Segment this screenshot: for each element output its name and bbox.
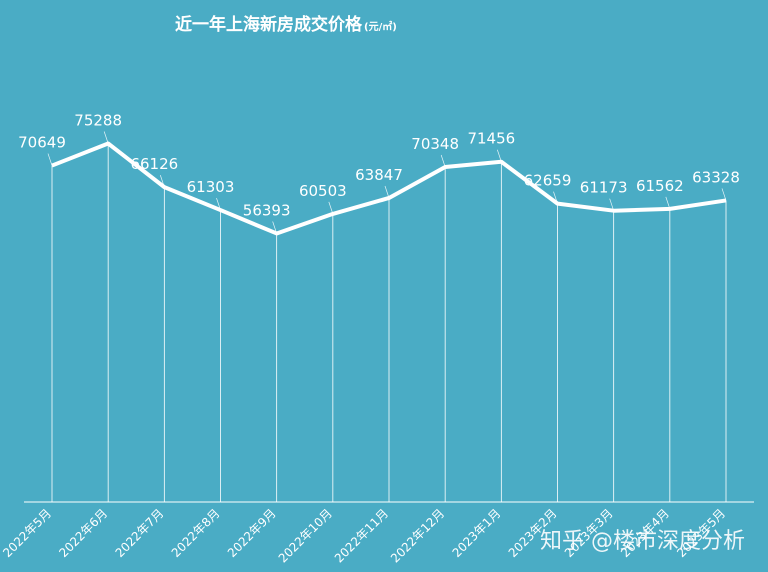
chart-title: 近一年上海新房成交价格 xyxy=(175,14,363,35)
value-label: 61562 xyxy=(636,177,684,195)
label-leader xyxy=(103,131,109,144)
value-label: 62659 xyxy=(524,172,572,190)
value-label: 60503 xyxy=(299,182,347,200)
label-leader xyxy=(665,196,671,209)
value-label: 56393 xyxy=(243,201,291,219)
value-label: 70348 xyxy=(411,135,459,153)
label-leader xyxy=(440,154,446,168)
label-leader xyxy=(497,149,502,162)
value-label: 70649 xyxy=(18,134,66,152)
value-label: 71456 xyxy=(467,130,515,148)
label-leader xyxy=(384,185,390,199)
label-leader xyxy=(721,188,727,201)
label-leader xyxy=(328,201,334,215)
line xyxy=(51,141,727,236)
label-leader xyxy=(47,153,53,166)
value-label: 61303 xyxy=(187,178,235,196)
value-label: 75288 xyxy=(74,111,122,129)
watermark: 知乎 @楼市深度分析 xyxy=(540,529,745,554)
value-label: 63328 xyxy=(692,168,740,186)
chart-unit: (元/㎡) xyxy=(364,20,397,33)
value-label: 63847 xyxy=(355,166,403,184)
value-label: 61173 xyxy=(580,179,628,197)
